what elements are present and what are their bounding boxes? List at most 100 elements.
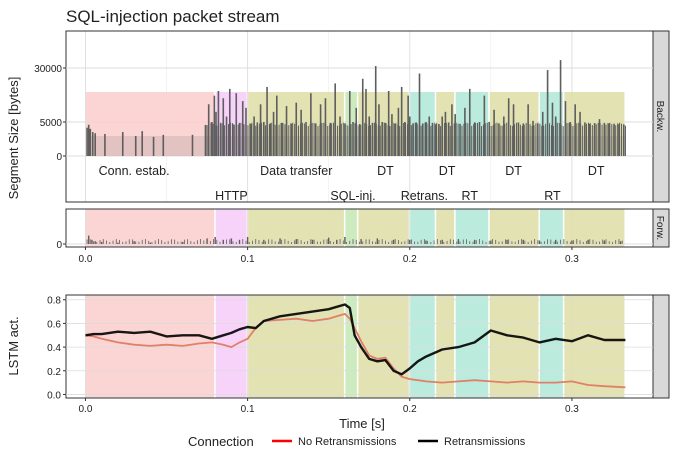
packet-bar [235,93,238,156]
packet-bar [102,239,104,244]
packet-bar [297,239,299,244]
packet-bar [569,241,571,244]
packet-bar [278,124,280,156]
packet-bar [490,125,492,156]
packet-bar [494,123,496,156]
packet-bar [537,240,539,244]
packet-bar [229,122,231,156]
packet-bar [375,123,377,156]
packet-bar [274,124,276,156]
forward-panel: Forw. 0 0.0 0.1 0.2 0.3 [56,208,670,265]
packet-bar [368,125,370,156]
packet-bar [471,125,473,156]
packet-bar [564,124,566,156]
packet-bar [352,239,354,244]
packet-bar [356,124,358,156]
packet-bar [313,239,315,244]
packet-bar [358,124,361,156]
packet-bar [496,122,498,156]
packet-bar [268,124,270,156]
packet-bar [485,241,487,244]
packet-bar [385,123,387,156]
packet-bar [250,124,252,156]
packet-bar [407,95,409,156]
packet-bar [426,123,428,156]
packet-bar [605,124,607,156]
packet-bar [209,240,211,244]
packet-bar [545,123,547,156]
packet-bar [603,240,606,244]
packet-bar [571,240,573,244]
phase-band [410,209,435,247]
packet-bar [364,122,366,156]
packet-bar [329,241,331,244]
packet-bar [523,124,525,156]
packet-bar [348,125,350,156]
packet-bar [138,241,140,244]
packet-bar [376,238,379,244]
packet-bar [438,124,440,156]
packet-bar [558,122,560,156]
packet-bar [135,241,137,244]
phase-band [455,209,489,247]
packet-bar [591,125,593,156]
packet-bar [265,241,266,244]
packet-bar [393,122,395,156]
packet-bar [222,123,224,156]
packet-bar [264,125,266,156]
packet-bar [247,125,249,156]
packet-bar [436,123,438,156]
packet-bar [462,239,464,244]
lstm-panel: 0.0 0.2 0.4 0.6 0.8 0.0 0.1 0.2 0.3 [47,294,670,415]
packet-bar [374,66,377,156]
packet-bar [290,123,292,156]
packet-bar [300,240,302,244]
packet-bar [456,241,458,244]
packet-bar [434,124,437,156]
packet-bar [381,123,383,156]
packet-bar [552,125,554,156]
packet-bar [512,104,515,156]
packet-bar [325,124,327,156]
packet-bar [385,240,386,244]
packet-bar [141,131,144,156]
packet-bar [479,239,480,244]
packet-bar [387,125,389,156]
packet-bar [418,73,421,156]
packet-bar [586,240,587,244]
phase-band [85,209,215,247]
packet-bar [510,125,512,156]
packet-bar [418,125,420,156]
packet-bar [478,124,480,156]
packet-bar [278,241,279,244]
packet-bar [106,240,107,244]
packet-bar [339,239,341,244]
packet-bar [219,241,221,244]
packet-bar [174,239,176,244]
packet-bar [587,122,589,156]
packet-bar [317,126,319,156]
packet-bar [361,78,364,156]
packet-bar [404,241,406,244]
packet-bar [619,241,622,244]
packet-bar [410,125,412,156]
packet-bar [290,123,293,156]
series-line-no-retransmissions [85,313,626,389]
packet-bar [246,237,249,244]
packet-bar [121,132,124,156]
packet-bar [388,241,390,244]
packet-bar [599,241,600,244]
phase-label: DT [505,164,522,178]
packet-bar [518,239,519,244]
packet-bar [399,126,401,156]
packet-bar [350,124,352,156]
packet-bar [252,240,253,244]
packet-bar [493,109,495,156]
y-tick-label: 0 [56,152,62,163]
packet-bar [443,123,445,156]
packet-bar [365,239,367,244]
packet-bar [465,122,467,156]
packet-bar [208,123,210,156]
packet-bar [248,241,250,244]
packet-bar [505,239,506,244]
